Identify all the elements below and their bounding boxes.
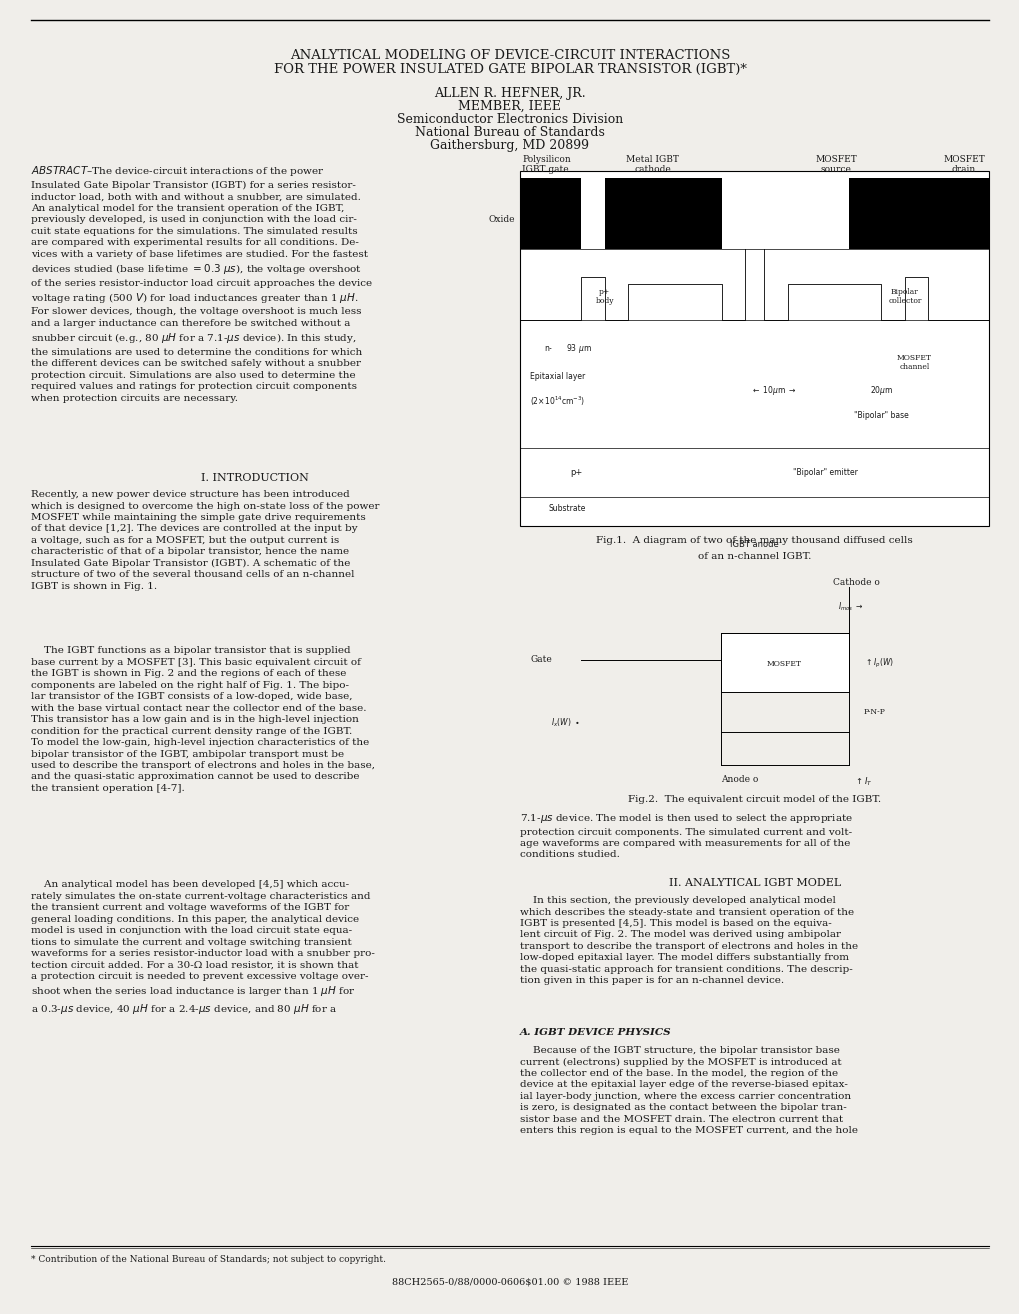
Text: $\it{ABSTRACT}$–The device-circuit interactions of the power
Insulated Gate Bipo: $\it{ABSTRACT}$–The device-circuit inter…: [31, 164, 371, 402]
Text: Bipolar
collector: Bipolar collector: [888, 288, 921, 305]
Bar: [520, 177, 581, 248]
Text: n-      93 $\mu$m: n- 93 $\mu$m: [543, 342, 591, 355]
Text: II. ANALYTICAL IGBT MODEL: II. ANALYTICAL IGBT MODEL: [668, 878, 840, 888]
Text: P-N-P: P-N-P: [863, 708, 884, 716]
Text: Because of the IGBT structure, the bipolar transistor base
current (electrons) s: Because of the IGBT structure, the bipol…: [520, 1046, 857, 1135]
Text: $I_x(W)\ \bullet$: $I_x(W)\ \bullet$: [550, 716, 579, 729]
Text: An analytical model has been developed [4,5] which accu-
rately simulates the on: An analytical model has been developed […: [31, 880, 374, 1016]
Text: * Contribution of the National Bureau of Standards; not subject to copyright.: * Contribution of the National Bureau of…: [31, 1255, 385, 1264]
Text: Polysilicon
IGBT gate: Polysilicon IGBT gate: [522, 155, 571, 175]
Text: (2$\times$10$^{14}$cm$^{-3}$): (2$\times$10$^{14}$cm$^{-3}$): [529, 394, 584, 409]
Bar: [520, 171, 988, 526]
Text: 88CH2565-0/88/0000-0606$01.00 © 1988 IEEE: 88CH2565-0/88/0000-0606$01.00 © 1988 IEE…: [391, 1277, 628, 1286]
Text: MOSFET
source: MOSFET source: [815, 155, 856, 175]
Text: 7.1-$\mu s$ device. The model is then used to select the appropriate
protection : 7.1-$\mu s$ device. The model is then us…: [520, 812, 853, 859]
Text: $I_{mos}\ \rightarrow$: $I_{mos}\ \rightarrow$: [838, 600, 863, 614]
Bar: [720, 633, 848, 692]
Text: MOSFET
channel: MOSFET channel: [896, 353, 931, 371]
Text: $\leftarrow$ 10$\mu$m $\rightarrow$: $\leftarrow$ 10$\mu$m $\rightarrow$: [750, 384, 796, 397]
Text: IGBT anode: IGBT anode: [730, 540, 779, 549]
Text: "Bipolar" emitter: "Bipolar" emitter: [792, 468, 857, 477]
Text: FOR THE POWER INSULATED GATE BIPOLAR TRANSISTOR (IGBT)*: FOR THE POWER INSULATED GATE BIPOLAR TRA…: [273, 63, 746, 76]
Text: Cathode o: Cathode o: [833, 578, 879, 587]
Text: ANALYTICAL MODELING OF DEVICE-CIRCUIT INTERACTIONS: ANALYTICAL MODELING OF DEVICE-CIRCUIT IN…: [289, 49, 730, 62]
Text: Fig.2.  The equivalent circuit model of the IGBT.: Fig.2. The equivalent circuit model of t…: [628, 795, 880, 804]
Bar: [604, 177, 721, 248]
Text: Substrate: Substrate: [548, 505, 585, 514]
Text: p+: p+: [570, 468, 582, 477]
Text: I. INTRODUCTION: I. INTRODUCTION: [201, 473, 309, 484]
Text: MOSFET
drain: MOSFET drain: [943, 155, 983, 175]
Text: Recently, a new power device structure has been introduced
which is designed to : Recently, a new power device structure h…: [31, 490, 379, 591]
Text: The IGBT functions as a bipolar transistor that is supplied
base current by a MO: The IGBT functions as a bipolar transist…: [31, 646, 374, 792]
Text: Gate: Gate: [530, 656, 551, 664]
Text: 20$\mu$m: 20$\mu$m: [869, 384, 893, 397]
Text: MOSFET: MOSFET: [766, 660, 801, 668]
Text: of an n-channel IGBT.: of an n-channel IGBT.: [697, 552, 811, 561]
Text: A. IGBT DEVICE PHYSICS: A. IGBT DEVICE PHYSICS: [520, 1028, 672, 1037]
Bar: [848, 177, 988, 248]
Text: MEMBER, IEEE: MEMBER, IEEE: [459, 100, 560, 113]
Text: ALLEN R. HEFNER, JR.: ALLEN R. HEFNER, JR.: [434, 87, 585, 100]
Text: Metal IGBT
cathode: Metal IGBT cathode: [626, 155, 679, 175]
Text: Oxide: Oxide: [488, 215, 515, 223]
Text: Semiconductor Electronics Division: Semiconductor Electronics Division: [396, 113, 623, 126]
Text: $\uparrow I_T$: $\uparrow I_T$: [853, 775, 871, 788]
Text: Anode o: Anode o: [720, 775, 758, 784]
Text: Fig.1.  A diagram of two of the many thousand diffused cells: Fig.1. A diagram of two of the many thou…: [596, 536, 912, 545]
Text: Epitaxial layer: Epitaxial layer: [529, 372, 584, 381]
Text: In this section, the previously developed analytical model
which describes the s: In this section, the previously develope…: [520, 896, 857, 986]
Text: Gaithersburg, MD 20899: Gaithersburg, MD 20899: [430, 139, 589, 152]
Text: p+
body: p+ body: [595, 288, 613, 305]
Text: $\uparrow I_p(W)$: $\uparrow I_p(W)$: [863, 657, 894, 670]
Text: National Bureau of Standards: National Bureau of Standards: [415, 126, 604, 139]
Text: "Bipolar" base: "Bipolar" base: [853, 411, 908, 420]
